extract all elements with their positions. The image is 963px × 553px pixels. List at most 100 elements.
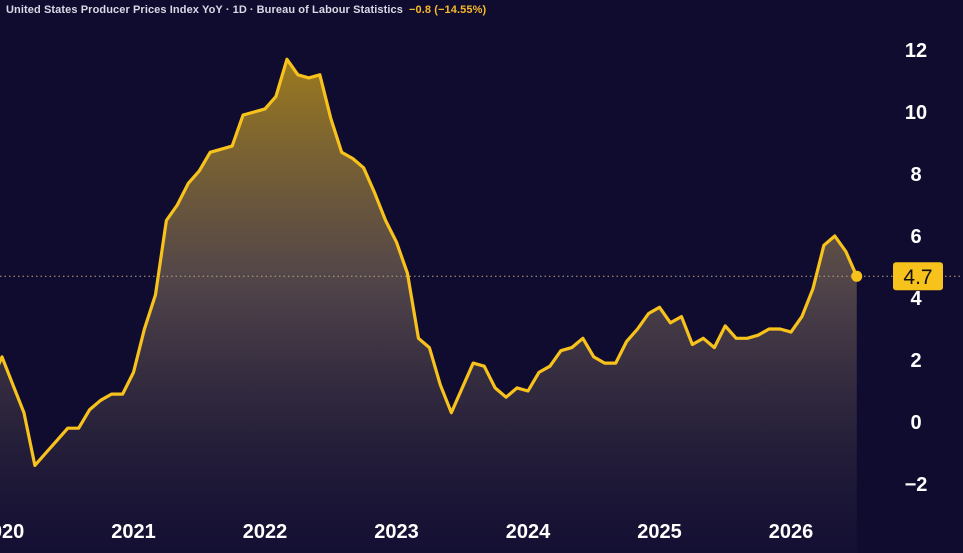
data-point[interactable] (581, 336, 585, 340)
data-point[interactable] (296, 73, 300, 77)
data-point[interactable] (186, 181, 190, 185)
data-point[interactable] (592, 355, 596, 359)
y-tick-label: 12 (905, 40, 927, 62)
data-point[interactable] (340, 150, 344, 154)
data-point[interactable] (318, 73, 322, 77)
data-point[interactable] (77, 426, 81, 430)
data-point[interactable] (712, 346, 716, 350)
data-point[interactable] (263, 107, 267, 111)
data-point[interactable] (395, 240, 399, 244)
data-point[interactable] (515, 386, 519, 390)
data-point[interactable] (438, 383, 442, 387)
data-point[interactable] (55, 439, 59, 443)
data-point[interactable] (690, 343, 694, 347)
series-area (0, 59, 857, 553)
data-point[interactable] (767, 327, 771, 331)
data-point[interactable] (329, 116, 333, 120)
data-point[interactable] (625, 339, 629, 343)
data-point[interactable] (11, 383, 15, 387)
data-point[interactable] (66, 426, 70, 430)
data-point[interactable] (427, 346, 431, 350)
data-point[interactable] (99, 398, 103, 402)
header-separator: · (249, 4, 254, 16)
data-point[interactable] (208, 150, 212, 154)
y-tick-label: 2 (910, 350, 921, 372)
data-point[interactable] (482, 364, 486, 368)
y-tick-label: 8 (910, 164, 921, 186)
data-point[interactable] (526, 389, 530, 393)
data-point[interactable] (274, 95, 278, 99)
data-point[interactable] (373, 191, 377, 195)
data-point[interactable] (493, 386, 497, 390)
data-point[interactable] (307, 76, 311, 80)
data-point[interactable] (0, 355, 4, 359)
data-point[interactable] (285, 57, 289, 61)
data-point[interactable] (504, 395, 508, 399)
data-point[interactable] (658, 305, 662, 309)
data-point[interactable] (811, 287, 815, 291)
data-point[interactable] (241, 113, 245, 117)
data-point[interactable] (679, 315, 683, 319)
data-point[interactable] (22, 411, 26, 415)
data-point[interactable] (800, 315, 804, 319)
data-point[interactable] (471, 361, 475, 365)
data-point[interactable] (164, 219, 168, 223)
series-line-layer (0, 57, 859, 467)
data-point[interactable] (745, 336, 749, 340)
data-point[interactable] (121, 392, 125, 396)
data-point[interactable] (822, 243, 826, 247)
data-point[interactable] (647, 312, 651, 316)
data-point[interactable] (614, 361, 618, 365)
data-point[interactable] (548, 364, 552, 368)
data-point[interactable] (384, 219, 388, 223)
area-fill-layer (0, 59, 857, 553)
data-point[interactable] (44, 451, 48, 455)
header-separator: · (225, 4, 230, 16)
data-point[interactable] (833, 234, 837, 238)
data-point[interactable] (132, 370, 136, 374)
data-point[interactable] (175, 203, 179, 207)
data-point[interactable] (636, 327, 640, 331)
change-value: −0.8 (−14.55%) (408, 4, 487, 16)
x-tick-label: 2023 (374, 521, 419, 543)
x-tick-label: 2024 (506, 521, 551, 543)
data-point[interactable] (570, 346, 574, 350)
data-point[interactable] (449, 411, 453, 415)
data-point[interactable] (756, 333, 760, 337)
data-point[interactable] (537, 370, 541, 374)
y-tick-label: 6 (910, 226, 921, 248)
data-point[interactable] (723, 324, 727, 328)
data-point[interactable] (416, 336, 420, 340)
data-point[interactable] (230, 144, 234, 148)
symbol-title[interactable]: United States Producer Prices Index YoY (6, 4, 223, 16)
data-point[interactable] (142, 327, 146, 331)
data-point[interactable] (153, 293, 157, 297)
data-point[interactable] (219, 147, 223, 151)
data-point[interactable] (701, 336, 705, 340)
data-point[interactable] (844, 250, 848, 254)
data-point[interactable] (88, 408, 92, 412)
data-point[interactable] (668, 321, 672, 325)
data-point[interactable] (362, 166, 366, 170)
data-point[interactable] (603, 361, 607, 365)
data-point[interactable] (405, 271, 409, 275)
y-tick-label: 4 (910, 288, 922, 310)
data-point[interactable] (110, 392, 114, 396)
data-point[interactable] (33, 463, 37, 467)
x-tick-label: 2025 (637, 521, 682, 543)
data-point[interactable] (252, 110, 256, 114)
interval-label[interactable]: 1D (232, 4, 247, 16)
data-point[interactable] (789, 330, 793, 334)
data-point[interactable] (734, 336, 738, 340)
last-value-badge-bg (893, 262, 943, 291)
data-point[interactable] (351, 157, 355, 161)
data-point[interactable] (778, 327, 782, 331)
data-point[interactable] (197, 169, 201, 173)
data-point[interactable] (460, 386, 464, 390)
y-tick-label: 10 (905, 102, 927, 124)
data-point[interactable] (559, 349, 563, 353)
